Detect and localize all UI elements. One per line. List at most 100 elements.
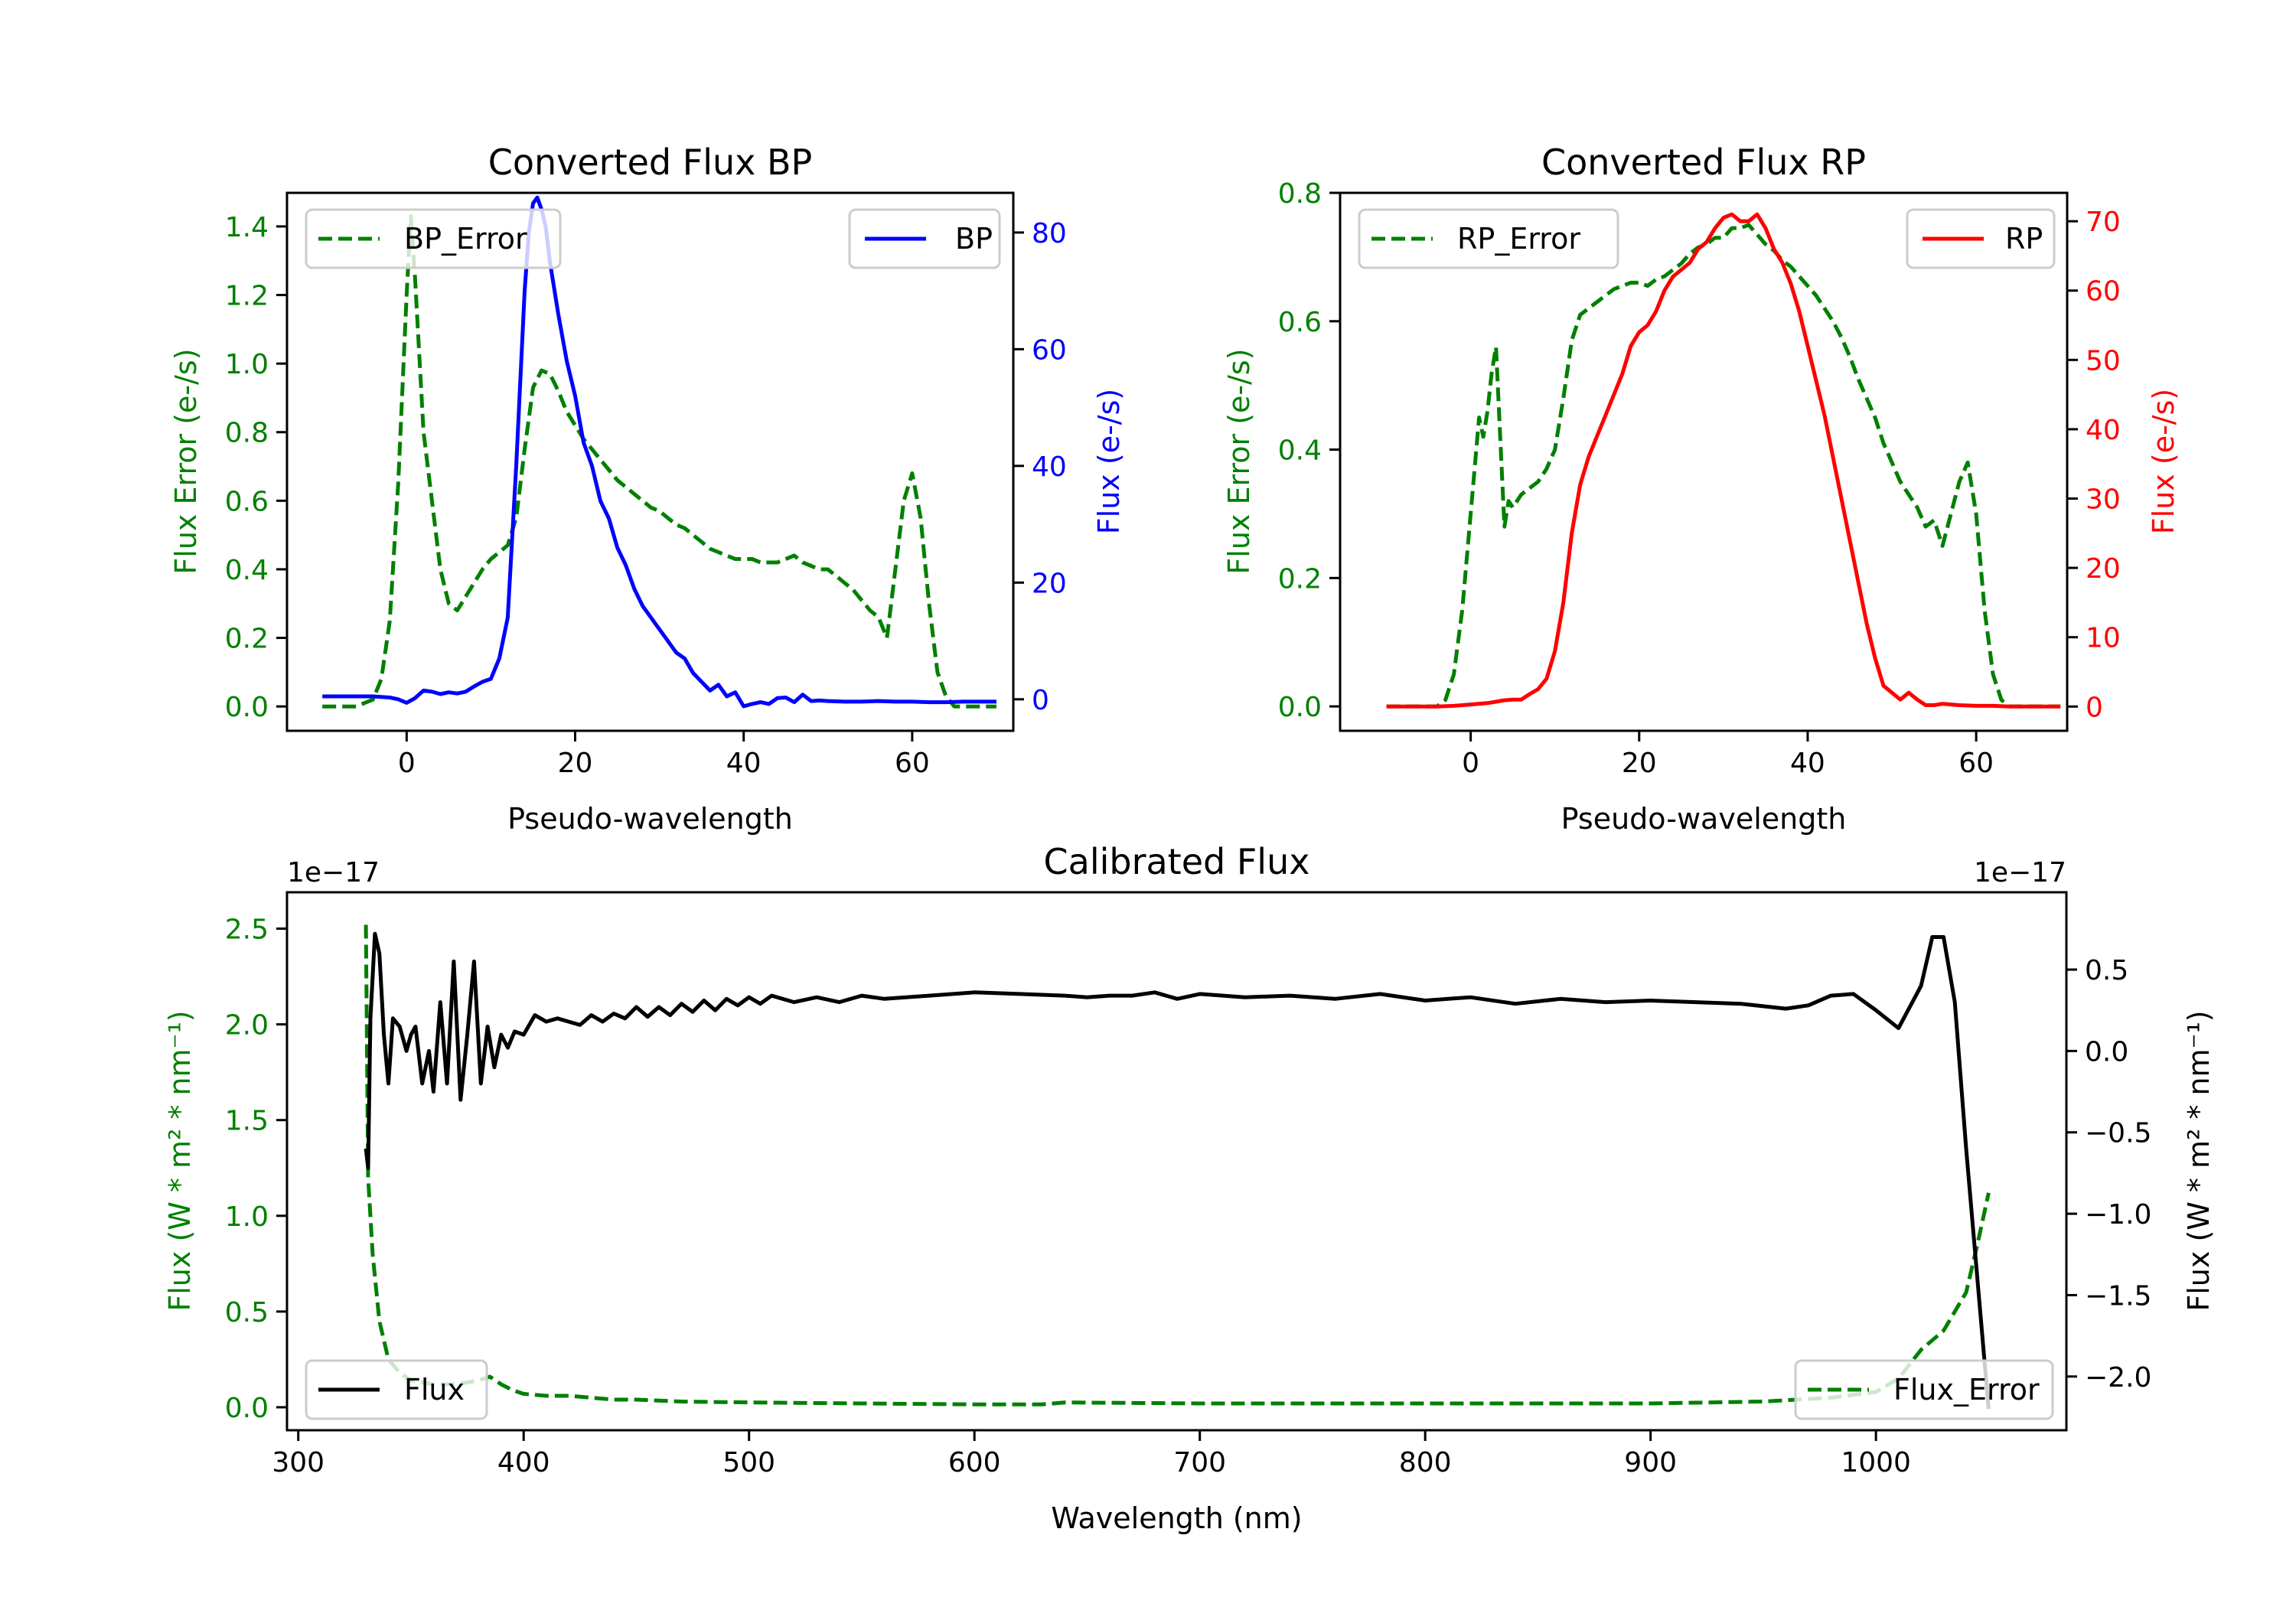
rp-ylabel-left: Flux Error (e-/s)	[1222, 348, 1256, 574]
bp-series-error	[322, 214, 996, 709]
rp-chart: Converted Flux RP Pseudo-wavelength Flux…	[1222, 142, 2180, 836]
rp-xlabel: Pseudo-wavelength	[1561, 802, 1847, 836]
calibrated-ytick-right-label: 0.5	[2085, 955, 2128, 986]
bp-title: Converted Flux BP	[488, 142, 813, 183]
bp-ytick-right-label: 60	[1032, 334, 1067, 366]
calibrated-ytick-right-label: −0.5	[2085, 1118, 2151, 1149]
rp-ytick-left-label: 0.4	[1278, 435, 1322, 467]
bp-xtick-label: 40	[726, 748, 762, 779]
rp-xtick-label: 20	[1622, 748, 1657, 779]
rp-ytick-left-label: 0.2	[1278, 563, 1322, 595]
bp-ytick-left-label: 0.6	[225, 486, 269, 517]
bp-ylabel-left: Flux Error (e-/s)	[169, 348, 203, 574]
rp-axes-frame	[1339, 191, 2069, 732]
calibrated-legend-error: Flux_Error	[1794, 1359, 2054, 1420]
rp-ytick-right-label: 20	[2086, 553, 2121, 585]
rp-ytick-right-label: 40	[2086, 415, 2121, 446]
rp-title: Converted Flux RP	[1541, 142, 1866, 183]
calibrated-ytick-left-label: 0.0	[225, 1393, 269, 1424]
calibrated-ytick-right-label: −1.0	[2085, 1199, 2151, 1231]
bp-legend-error-box	[305, 208, 562, 269]
calibrated-xlabel: Wavelength (nm)	[1051, 1501, 1302, 1535]
bp-ylabel-right: Flux (e-/s)	[1092, 389, 1126, 534]
calibrated-ytick-left-label: 2.5	[225, 914, 269, 946]
rp-ylabel-right: Flux (e-/s)	[2147, 389, 2180, 534]
bp-axes-frame	[285, 191, 1015, 732]
rp-ytick-right-label: 0	[2086, 692, 2103, 723]
calibrated-ytick-left-label: 0.5	[225, 1297, 269, 1328]
calibrated-xtick-label: 700	[1173, 1447, 1226, 1478]
bp-legend-error-label: BP_Error	[404, 222, 527, 256]
bp-legend-flux: BP	[848, 208, 1001, 269]
calibrated-ytick-left-label: 1.0	[225, 1201, 269, 1233]
bp-ytick-left-label: 0.8	[225, 418, 269, 449]
bp-chart: Converted Flux BP Pseudo-wavelength Flux…	[169, 142, 1126, 836]
bp-ytick-right-label: 20	[1032, 568, 1067, 599]
rp-ytick-left-label: 0.8	[1278, 178, 1322, 210]
bp-xtick-label: 20	[558, 748, 593, 779]
calibrated-ylabel-right: Flux (W * m² * nm⁻¹)	[2182, 1010, 2216, 1311]
calibrated-ytick-right-label: −1.5	[2085, 1280, 2151, 1312]
rp-ytick-right-label: 60	[2086, 276, 2121, 308]
rp-ytick-right-label: 30	[2086, 484, 2121, 516]
rp-ytick-right-label: 70	[2086, 207, 2121, 238]
bp-legend-error: BP_Error	[305, 208, 562, 269]
bp-xlabel: Pseudo-wavelength	[507, 802, 793, 836]
rp-xtick-label: 40	[1790, 748, 1825, 779]
calibrated-series-flux	[364, 931, 1991, 1410]
bp-ticks: 0 20 40 60 0.0 0.2 0.4 0.6 0.8 1.0 1.2 1.4 0 20 40 60 80	[225, 212, 1067, 779]
bp-lines	[322, 195, 996, 709]
calibrated-legend-error-box	[1794, 1359, 2054, 1420]
rp-ytick-left-label: 0.6	[1278, 307, 1322, 338]
rp-ytick-right-label: 10	[2086, 623, 2121, 654]
bp-ytick-right-label: 80	[1032, 218, 1067, 249]
bp-series-flux	[322, 195, 996, 709]
rp-lines	[1386, 212, 2061, 709]
calibrated-ticks: 300 400 500 600 700 800 900 1000 0.0 0.5 1.0 1.5 2.0…	[225, 914, 2152, 1478]
calibrated-legend-flux-label: Flux	[404, 1373, 465, 1407]
calibrated-ytick-left-label: 1.5	[225, 1106, 269, 1137]
bp-ytick-left-label: 1.0	[225, 349, 269, 380]
calibrated-chart: Calibrated Flux Wavelength (nm) Flux (W …	[163, 841, 2216, 1535]
calibrated-offset-right: 1e−17	[1974, 857, 2066, 888]
calibrated-ylabel-left: Flux (W * m² * nm⁻¹)	[163, 1010, 197, 1311]
rp-ytick-right-label: 50	[2086, 345, 2121, 376]
rp-xtick-label: 0	[1462, 748, 1479, 779]
bp-legend-flux-label: BP	[955, 222, 993, 256]
bp-ytick-left-label: 0.2	[225, 624, 269, 655]
rp-series-error	[1386, 223, 2061, 709]
bp-ytick-left-label: 0.4	[225, 555, 269, 586]
calibrated-axes-frame	[285, 891, 2068, 1432]
calibrated-xtick-label: 400	[497, 1447, 550, 1478]
calibrated-xtick-label: 800	[1399, 1447, 1452, 1478]
rp-ytick-left-label: 0.0	[1278, 692, 1322, 723]
rp-series-flux	[1386, 212, 2061, 709]
calibrated-title: Calibrated Flux	[1044, 841, 1310, 882]
bp-ytick-right-label: 40	[1032, 451, 1067, 483]
rp-legend-error-label: RP_Error	[1457, 222, 1580, 256]
bp-ytick-left-label: 1.4	[225, 212, 269, 243]
calibrated-xtick-label: 900	[1624, 1447, 1677, 1478]
calibrated-offset-left: 1e−17	[287, 857, 380, 888]
bp-ytick-left-label: 1.2	[225, 281, 269, 312]
rp-legend-flux-label: RP	[2005, 222, 2043, 256]
calibrated-xtick-label: 300	[272, 1447, 325, 1478]
rp-legend-error: RP_Error	[1358, 208, 1619, 269]
calibrated-legend-error-label: Flux_Error	[1893, 1373, 2040, 1407]
bp-ytick-left-label: 0.0	[225, 692, 269, 723]
rp-xtick-label: 60	[1958, 748, 1994, 779]
calibrated-xtick-label: 600	[948, 1447, 1001, 1478]
rp-legend-flux: RP	[1906, 208, 2056, 269]
calibrated-legend-flux: Flux	[305, 1359, 488, 1420]
rp-legend-error-box	[1358, 208, 1619, 269]
calibrated-ytick-right-label: 0.0	[2085, 1036, 2128, 1068]
calibrated-xtick-label: 500	[722, 1447, 775, 1478]
bp-ytick-right-label: 0	[1032, 685, 1049, 716]
rp-ticks: 0 20 40 60 0.0 0.2 0.4 0.6 0.8 0 10 20 30 40 50 60 70	[1278, 178, 2121, 779]
calibrated-legend-flux-box	[305, 1359, 488, 1420]
bp-xtick-label: 60	[895, 748, 930, 779]
calibrated-xtick-label: 1000	[1841, 1447, 1911, 1478]
bp-xtick-label: 0	[398, 748, 416, 779]
calibrated-ytick-left-label: 2.0	[225, 1010, 269, 1041]
